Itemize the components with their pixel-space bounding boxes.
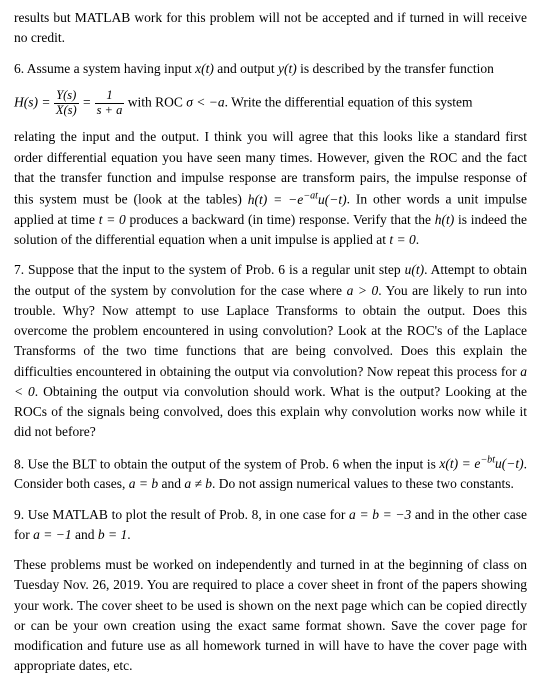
text: u(−t) (318, 192, 347, 207)
text: x(t) = e (439, 456, 480, 471)
text: 9. Use MATLAB to plot the result of Prob… (14, 507, 349, 522)
math-hs: H(s) = (14, 94, 54, 109)
paragraph-intro: results but MATLAB work for this problem… (14, 8, 527, 49)
math-xt: x(t) = e−btu(−t) (439, 456, 523, 471)
text: is described by the transfer function (297, 61, 494, 76)
math-aneb: a ≠ b (184, 476, 212, 491)
problem-7: 7. Suppose that the input to the system … (14, 260, 527, 442)
math-aeqb: a = b (129, 476, 158, 491)
math-frac-ys-xs: Y(s) X(s) (54, 89, 79, 118)
text: . (127, 527, 130, 542)
text: u(−t) (495, 456, 524, 471)
math-ht2: h(t) (435, 212, 455, 227)
problem-9: 9. Use MATLAB to plot the result of Prob… (14, 505, 527, 546)
math-sup: −bt (480, 455, 495, 466)
math-eq: = (82, 94, 95, 109)
math-ab-neg3: a = b = −3 (349, 507, 411, 522)
text: with ROC (128, 94, 187, 109)
math-a-neg1: a = −1 (33, 527, 71, 542)
text: and (158, 476, 184, 491)
text: 7. Suppose that the input to the system … (14, 262, 405, 277)
math-denominator: X(s) (54, 104, 79, 118)
text: 8. Use the BLT to obtain the output of t… (14, 456, 439, 471)
math-yt: y(t) (278, 61, 297, 76)
math-frac-1-sa: 1 s + a (95, 89, 125, 118)
problem-6-statement: 6. Assume a system having input x(t) and… (14, 59, 527, 79)
math-denominator: s + a (95, 104, 125, 118)
text: and (72, 527, 98, 542)
math-numerator: 1 (95, 89, 125, 104)
problem-6-body: relating the input and the output. I thi… (14, 127, 527, 250)
problem-8: 8. Use the BLT to obtain the output of t… (14, 453, 527, 495)
text: 6. Assume a system having input (14, 61, 195, 76)
text: . Write the differential equation of thi… (225, 94, 473, 109)
math-xt: x(t) (195, 61, 214, 76)
problem-6-equation-line: H(s) = Y(s) X(s) = 1 s + a with ROC σ < … (14, 89, 527, 118)
math-t0b: t = 0 (389, 232, 415, 247)
text: . Do not assign numerical values to thes… (212, 476, 514, 491)
math-ut: u(t) (405, 262, 425, 277)
math-agt0: a > 0 (347, 283, 379, 298)
text: and output (214, 61, 278, 76)
text: . Obtaining the output via convolution s… (14, 384, 527, 440)
text: produces a backward (in time) response. … (126, 212, 435, 227)
math-ht: h(t) = −e−atu(−t) (248, 192, 347, 207)
math-b1: b = 1 (98, 527, 127, 542)
text: h(t) = −e (248, 192, 303, 207)
math-t0: t = 0 (99, 212, 126, 227)
math-sup: −at (303, 190, 318, 201)
math-roc: σ < −a (186, 94, 224, 109)
paragraph-instructions: These problems must be worked on indepen… (14, 555, 527, 677)
math-numerator: Y(s) (54, 89, 79, 104)
text: . (416, 232, 419, 247)
